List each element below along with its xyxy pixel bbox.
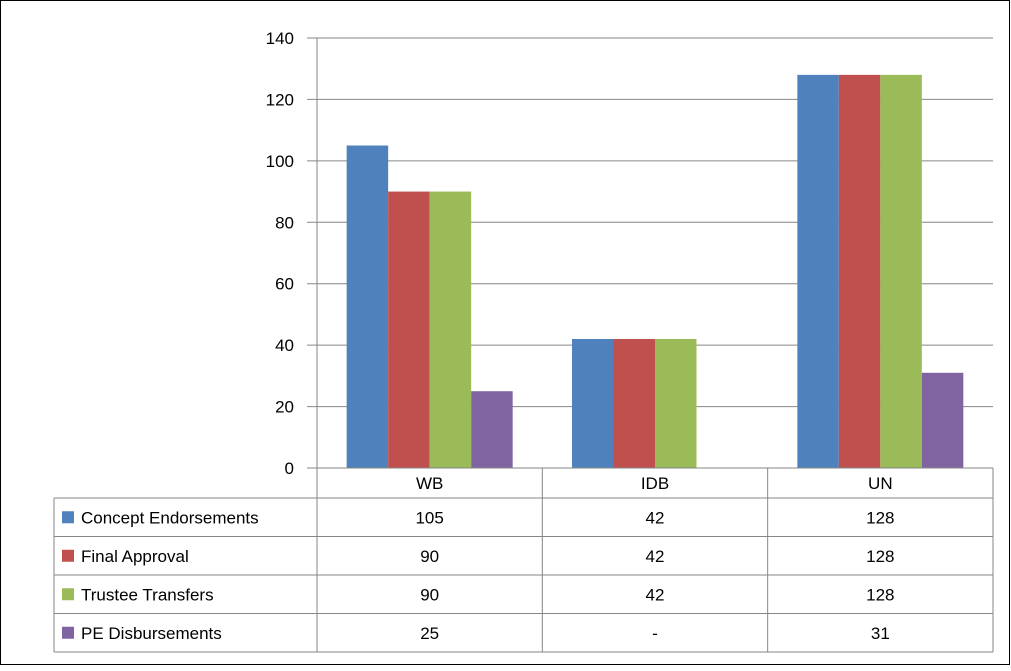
- table-cell-value: 128: [866, 508, 894, 527]
- bar: [347, 146, 389, 469]
- y-tick-label: 80: [275, 213, 294, 232]
- series-name: Concept Endorsements: [81, 508, 259, 527]
- bar: [572, 339, 614, 468]
- table-cell-value: 90: [420, 585, 439, 604]
- y-tick-label: 20: [275, 398, 294, 417]
- bar: [614, 339, 656, 468]
- y-tick-label: 40: [275, 336, 294, 355]
- table-cell-value: 90: [420, 547, 439, 566]
- table-cell-value: 42: [646, 585, 665, 604]
- bar: [388, 192, 430, 468]
- table-cell-value: 128: [866, 585, 894, 604]
- table-cell-value: 128: [866, 547, 894, 566]
- table-cell-value: 31: [871, 624, 890, 643]
- legend-key: [62, 511, 74, 523]
- series-name: Final Approval: [81, 547, 189, 566]
- y-tick-label: 0: [285, 459, 294, 478]
- legend-key: [62, 550, 74, 562]
- bar: [471, 391, 512, 468]
- table-cell-value: -: [652, 624, 658, 643]
- table-cell-value: 105: [415, 508, 443, 527]
- bar: [655, 339, 697, 468]
- bar: [839, 75, 881, 468]
- x-category-label: IDB: [641, 474, 669, 493]
- bar: [430, 192, 472, 468]
- y-tick-label: 60: [275, 275, 294, 294]
- y-tick-label: 100: [266, 152, 294, 171]
- bar: [922, 373, 964, 468]
- series-name: PE Disbursements: [81, 624, 222, 643]
- y-tick-label: 140: [266, 29, 294, 48]
- bar: [797, 75, 839, 468]
- y-tick-label: 120: [266, 90, 294, 109]
- table-cell-value: 25: [420, 624, 439, 643]
- table-cell-value: 42: [646, 508, 665, 527]
- x-category-label: WB: [416, 474, 443, 493]
- table-cell-value: 42: [646, 547, 665, 566]
- legend-key: [62, 627, 74, 639]
- bar: [880, 75, 922, 468]
- series-name: Trustee Transfers: [81, 585, 214, 604]
- x-category-label: UN: [868, 474, 893, 493]
- legend-key: [62, 588, 74, 600]
